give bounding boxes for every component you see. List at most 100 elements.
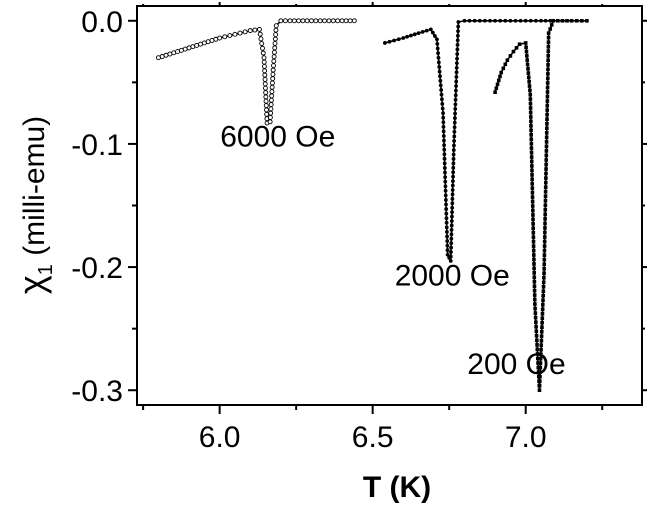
y-tick-label: -0.2: [71, 252, 123, 285]
data-point: [543, 203, 548, 208]
data-point: [529, 155, 534, 159]
data-point: [442, 156, 447, 161]
data-point: [544, 153, 549, 158]
data-point: [272, 45, 278, 51]
data-point: [449, 219, 454, 223]
data-point: [439, 92, 444, 97]
data-point: [440, 97, 444, 102]
data-point: [546, 72, 550, 76]
data-point: [449, 223, 454, 228]
data-point: [339, 18, 345, 24]
data-point: [536, 365, 541, 370]
data-point: [282, 18, 288, 24]
data-point: [539, 343, 544, 348]
data-point: [259, 41, 265, 47]
data-point: [262, 85, 268, 91]
data-point: [291, 18, 297, 24]
data-point: [542, 239, 547, 244]
data-point: [545, 85, 550, 90]
data-point: [530, 164, 534, 168]
data-point: [501, 66, 506, 71]
data-point: [269, 89, 275, 95]
data-point: [539, 334, 544, 339]
data-point: [531, 235, 536, 240]
data-point: [263, 90, 269, 95]
data-point: [313, 18, 319, 24]
data-point: [247, 28, 253, 34]
data-point: [273, 27, 279, 33]
data-point: [545, 103, 550, 108]
data-point: [493, 90, 497, 95]
data-point: [543, 226, 547, 230]
data-point: [449, 236, 454, 241]
y-axis-title-unit: (milli-emu): [18, 116, 51, 264]
data-point: [445, 248, 450, 253]
data-point: [526, 67, 530, 71]
data-point: [262, 77, 268, 82]
data-point: [443, 179, 448, 184]
data-point: [396, 37, 401, 42]
data-point: [322, 18, 328, 24]
data-point: [262, 81, 268, 87]
data-point: [227, 33, 233, 39]
data-point: [467, 18, 472, 23]
data-point: [524, 49, 529, 54]
data-point: [585, 18, 589, 23]
data-point: [217, 35, 223, 41]
data-point: [527, 84, 532, 88]
data-point: [545, 94, 550, 99]
data-point: [456, 24, 461, 29]
y-tick-label: 0.0: [81, 6, 123, 39]
x-tick-label: 6.0: [199, 421, 241, 454]
data-point: [450, 214, 454, 219]
data-point: [542, 266, 546, 271]
data-point: [309, 18, 314, 24]
data-point: [536, 361, 540, 365]
plot-frame: [136, 5, 643, 406]
data-point: [532, 257, 536, 262]
data-point: [531, 244, 536, 248]
data-point: [272, 40, 278, 46]
data-point: [546, 49, 551, 54]
data-point: [287, 18, 293, 24]
data-point: [529, 128, 533, 133]
data-point: [441, 134, 446, 138]
data-point: [525, 58, 530, 62]
data-point: [532, 262, 536, 266]
data-point: [260, 45, 265, 51]
data-point: [542, 262, 547, 266]
data-point: [347, 18, 353, 24]
data-point: [335, 18, 341, 24]
data-point: [454, 61, 459, 66]
data-point: [432, 34, 437, 38]
data-point: [511, 49, 516, 54]
data-point: [540, 316, 545, 321]
series-6000-oe: [155, 18, 357, 126]
data-point: [326, 18, 332, 24]
data-point: [442, 152, 447, 157]
data-point: [454, 70, 459, 75]
data-point: [498, 74, 502, 79]
data-point: [529, 150, 534, 155]
data-point: [543, 198, 548, 203]
data-point: [544, 135, 549, 140]
data-point: [351, 18, 357, 24]
data-point: [523, 18, 528, 23]
data-point: [300, 18, 306, 24]
data-point: [545, 90, 550, 94]
data-point: [530, 181, 535, 186]
data-point: [442, 143, 446, 148]
data-point: [541, 293, 545, 298]
data-point: [538, 361, 543, 366]
data-point: [232, 31, 238, 37]
data-point: [451, 170, 456, 175]
data-point: [580, 18, 584, 23]
data-point: [529, 119, 533, 124]
data-point: [530, 177, 534, 182]
axis-tick-labels: 6.0 6.5 7.0 0.0 -0.1 -0.2 -0.3: [71, 6, 546, 454]
data-point: [269, 84, 275, 90]
data-point: [409, 33, 413, 38]
data-point: [528, 88, 532, 93]
data-point: [535, 356, 540, 361]
